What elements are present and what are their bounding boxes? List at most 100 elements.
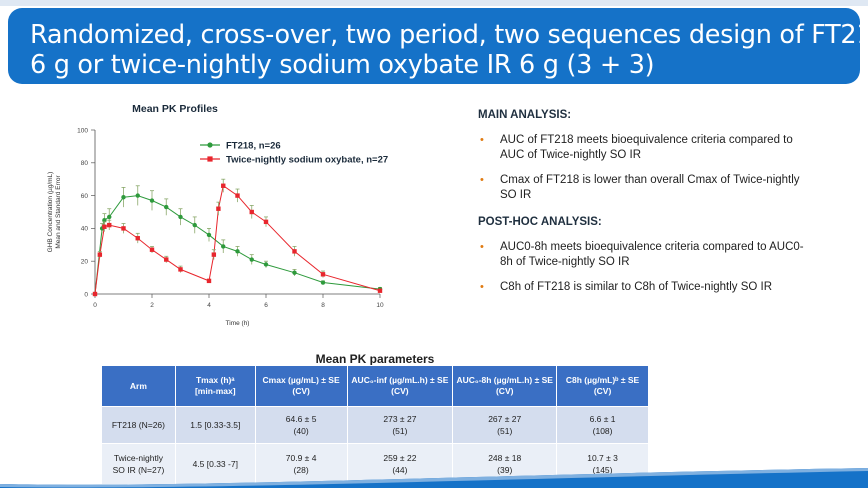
data-point [235,249,240,254]
x-axis-label: Time (h) [226,320,250,327]
main-analysis-heading: MAIN ANALYSIS: [478,109,572,121]
data-point [249,209,254,215]
header-line: (CV) [292,386,310,396]
data-point [320,272,326,277]
data-point [164,257,169,262]
cell-line: (108) [592,426,613,436]
cell-line: 70.9 ± 4 [285,453,317,463]
data-point [221,244,226,249]
data-point [377,288,383,293]
data-point [164,204,169,210]
table-cell: FT218 (N=26) [101,406,176,444]
data-point [206,232,212,238]
data-point [121,226,126,231]
x-tick-label: 2 [150,302,154,309]
header-cell: Tmax (h)ᵃ [min-max] [174,365,256,407]
header-cell: Cmax (µg/mL) ± SE (CV) [254,365,348,407]
data-point [97,252,103,257]
data-point [149,247,155,252]
data-point [221,183,226,188]
cell-line: (145) [592,465,613,475]
cell-line: 4.5 [0.33 -7] [192,459,238,469]
x-tick-label: 10 [376,302,384,309]
table-cell: 273 ± 27 (51) [346,406,454,444]
header-line: (CV) [593,386,612,396]
x-tick-label: 8 [321,302,325,309]
data-point [206,278,212,284]
y-tick-label: 100 [77,127,88,134]
data-point [107,222,112,228]
data-point [192,222,197,228]
posthoc-analysis-heading: POST-HOC ANALYSIS: [478,216,602,228]
cell-line: SO IR (N=27) [112,465,165,475]
cell-line: (40) [293,426,309,436]
data-point [263,262,269,267]
main-analysis-text: AUC of FT218 meets bioequivalence criter… [500,134,793,161]
header-cell: AUC₀-8h (µg/mL.h) ± SE (CV) [452,365,558,407]
posthoc-analysis-text: AUC0-8h meets bioequivalence criteria co… [500,241,804,268]
legend-entry: FT218, n=26 [226,140,281,151]
table-cell: 1.5 [0.33-3.5] [174,406,256,444]
main-analysis-text: Cmax of FT218 is lower than overall Cmax… [500,174,800,201]
cell-line: Twice-nightly [113,453,163,463]
data-point [249,257,254,262]
posthoc-analysis-item: • AUC0-8h meets bioequivalence criteria c… [478,240,808,270]
title-line-1: Randomized, cross-over, two period, two … [30,20,868,50]
data-point [216,206,221,211]
header-line: AUC₀-inf (µg/mL.h) ± SE [351,375,449,385]
pk-parameters-table: Arm Tmax (h)ᵃ [min-max] Cmax (µg/mL) ± SE… [101,365,649,485]
main-analysis-list: • AUC of FT218 meets bioequivalence crite… [478,133,808,203]
data-point [92,291,98,297]
bullet-icon: • [480,241,484,253]
chart-title: Mean PK Profiles [132,103,218,115]
cell-line: (44) [392,465,408,475]
data-point [102,224,107,229]
legend-entry: Twice-nightly sodium oxybate, n=27 [226,154,388,165]
main-analysis-item: • Cmax of FT218 is lower than overall Cma… [478,173,808,203]
y-tick-label: 0 [84,291,88,298]
y-tick-label: 20 [81,259,89,266]
slide-title: Randomized, cross-over, two period, two … [8,8,868,84]
legend-swatch-marker [207,142,213,148]
posthoc-analysis-list: • AUC0-8h meets bioequivalence criteria c… [478,240,808,295]
bullet-icon: • [480,134,484,146]
data-point [121,195,126,200]
table-cell: Twice-nightly SO IR (N=27) [101,443,176,485]
header-cell: AUC₀-inf (µg/mL.h) ± SE (CV) [346,365,454,407]
data-point [211,252,217,257]
x-tick-label: 0 [93,302,97,309]
main-analysis-item: • AUC of FT218 meets bioequivalence crite… [478,133,808,163]
y-axis-label-line-1: GHB Concentration (µg/mL) [47,172,54,253]
data-point [263,219,269,225]
top-stripe [0,0,868,6]
header-line: Cmax (µg/mL) ± SE [262,375,340,385]
x-tick-label: 6 [264,302,268,309]
data-point [149,198,155,203]
cell-line: 1.5 [0.33-3.5] [190,420,241,430]
cell-line: 64.6 ± 5 [285,414,317,424]
data-point [320,280,326,285]
pk-chart: Mean PK Profiles 0 20 40 60 80 100 0 2 4 6 8 10 Time … [40,98,410,338]
table-cell: 70.9 ± 4 (28) [254,443,348,485]
y-tick-label: 60 [81,193,89,200]
bottom-wave-decoration [0,468,868,488]
cell-line: 259 ± 22 [383,453,417,463]
data-point [135,193,140,198]
cell-line: 248 ± 18 [488,453,522,463]
title-line-2: 6 g or twice-nightly sodium oxybate IR 6… [30,50,655,80]
posthoc-analysis-text: C8h of FT218 is similar to C8h of Twice-… [500,281,773,293]
data-point [178,214,183,220]
bullet-icon: • [480,281,484,293]
header-line: (CV) [495,386,514,396]
bullet-icon: • [480,174,484,186]
data-point [178,267,183,272]
series-line [94,195,381,295]
table-title: Mean PK parameters [315,352,435,366]
header-line: (CV) [391,386,409,396]
cell-line: (51) [497,426,513,436]
cell-line: (28) [293,465,309,475]
cell-line: 10.7 ± 3 [587,453,618,463]
data-point [292,270,297,275]
table-cell: 259 ± 22 (44) [346,443,454,485]
table-row: FT218 (N=26) 1.5 [0.33-3.5] 64.6 ± 5 (40)… [101,406,649,444]
